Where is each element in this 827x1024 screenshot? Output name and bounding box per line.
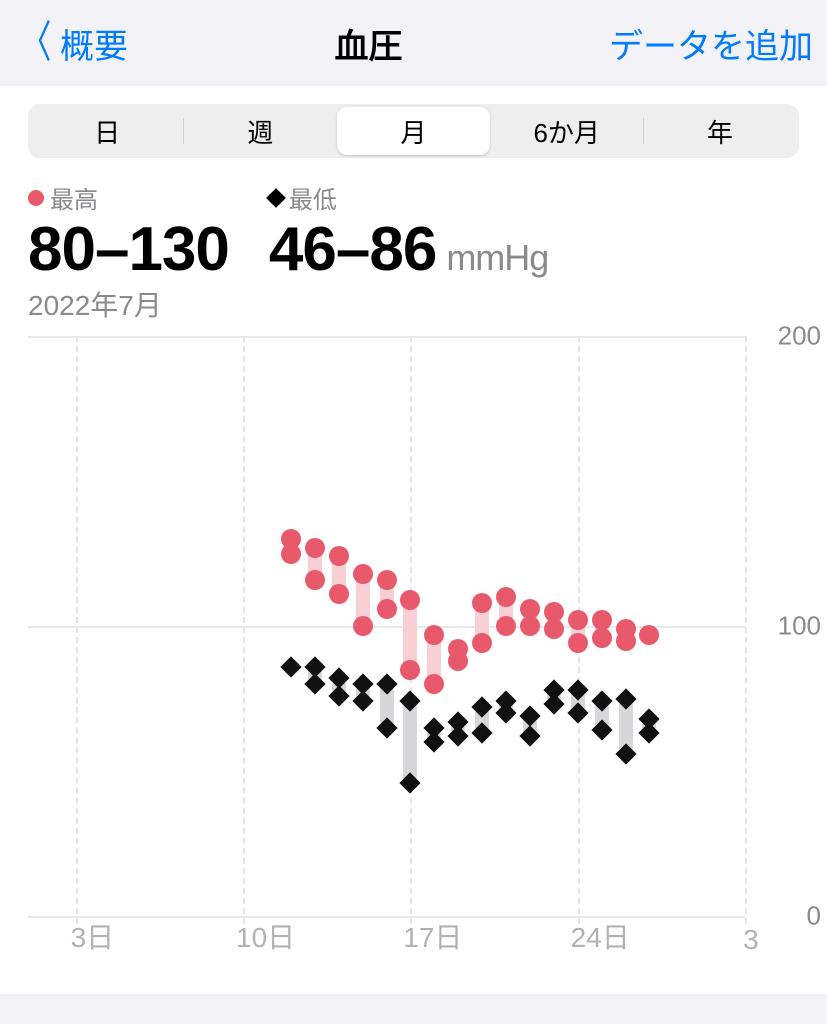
back-button[interactable]: 〈 概要: [14, 19, 128, 68]
segment-4[interactable]: 年: [644, 107, 796, 155]
y-tick-label: 200: [778, 321, 821, 352]
segment-0[interactable]: 日: [31, 107, 183, 155]
segment-3[interactable]: 6か月: [491, 107, 643, 155]
page-title: 血圧: [335, 19, 403, 68]
systolic-value: 80–130: [28, 217, 229, 282]
summary-row: 最高 80–130 最低 46–86mmHg: [0, 158, 827, 282]
blood-pressure-chart[interactable]: 0100200 3日10日17日24日3: [28, 336, 827, 956]
systolic-point: [472, 593, 492, 613]
x-tick-label: 24日: [571, 916, 630, 956]
chart-area: 0100200 3日10日17日24日3: [0, 336, 827, 994]
diamond-icon: [266, 188, 286, 208]
systolic-point: [544, 619, 564, 639]
add-data-button[interactable]: データを追加: [609, 19, 813, 68]
systolic-point: [568, 633, 588, 653]
diastolic-range: 46–86: [269, 215, 436, 284]
systolic-label-row: 最高: [28, 180, 229, 215]
systolic-point: [520, 616, 540, 636]
back-label: 概要: [60, 19, 128, 68]
x-tick-label: 17日: [403, 916, 462, 956]
diastolic-metric: 最低 46–86mmHg: [269, 180, 548, 282]
x-gridline: [243, 336, 245, 924]
systolic-point: [639, 625, 659, 645]
systolic-point: [329, 546, 349, 566]
navigation-bar: 〈 概要 血圧 データを追加: [0, 0, 827, 86]
x-tick-label: 3日: [71, 916, 115, 956]
chart-x-axis: 3日10日17日24日3: [28, 920, 745, 956]
y-gridline: [28, 626, 745, 628]
systolic-point: [448, 639, 468, 659]
systolic-point: [568, 610, 588, 630]
systolic-point: [544, 602, 564, 622]
y-tick-label: 0: [807, 901, 821, 932]
systolic-point: [305, 538, 325, 558]
systolic-point: [424, 674, 444, 694]
x-tick-label: 3: [743, 924, 759, 956]
time-range-segmented[interactable]: 日週月6か月年: [28, 104, 799, 158]
y-gridline: [28, 336, 745, 338]
diastolic-range-bar: [403, 701, 417, 782]
segment-1[interactable]: 週: [184, 107, 336, 155]
systolic-point: [329, 584, 349, 604]
chevron-left-icon: 〈: [21, 21, 52, 65]
systolic-point: [400, 660, 420, 680]
systolic-metric: 最高 80–130: [28, 180, 229, 282]
systolic-point: [377, 599, 397, 619]
chart-plot: [28, 336, 745, 916]
systolic-point: [281, 529, 301, 549]
systolic-point: [520, 599, 540, 619]
date-label: 2022年7月: [0, 282, 827, 324]
systolic-point: [353, 564, 373, 584]
segment-2[interactable]: 月: [337, 107, 489, 155]
systolic-point: [616, 619, 636, 639]
x-gridline: [76, 336, 78, 924]
systolic-point: [305, 570, 325, 590]
chart-y-axis: 0100200: [749, 336, 827, 916]
diastolic-label: 最低: [289, 180, 337, 215]
diastolic-label-row: 最低: [269, 180, 548, 215]
x-tick-label: 10日: [236, 916, 295, 956]
content-card: 日週月6か月年 最高 80–130 最低 46–86mmHg 2022年7月 0…: [0, 86, 827, 994]
systolic-point: [400, 590, 420, 610]
x-gridline: [745, 336, 747, 924]
unit-label: mmHg: [446, 237, 548, 278]
systolic-point: [353, 616, 373, 636]
systolic-label: 最高: [50, 180, 98, 215]
systolic-point: [592, 610, 612, 630]
systolic-point: [496, 587, 516, 607]
circle-icon: [28, 190, 44, 206]
diastolic-point: [280, 656, 301, 677]
diastolic-value: 46–86mmHg: [269, 217, 548, 282]
systolic-point: [592, 628, 612, 648]
systolic-point: [496, 616, 516, 636]
y-gridline: [28, 916, 745, 918]
y-tick-label: 100: [778, 611, 821, 642]
systolic-point: [472, 633, 492, 653]
systolic-point: [377, 570, 397, 590]
systolic-point: [424, 625, 444, 645]
